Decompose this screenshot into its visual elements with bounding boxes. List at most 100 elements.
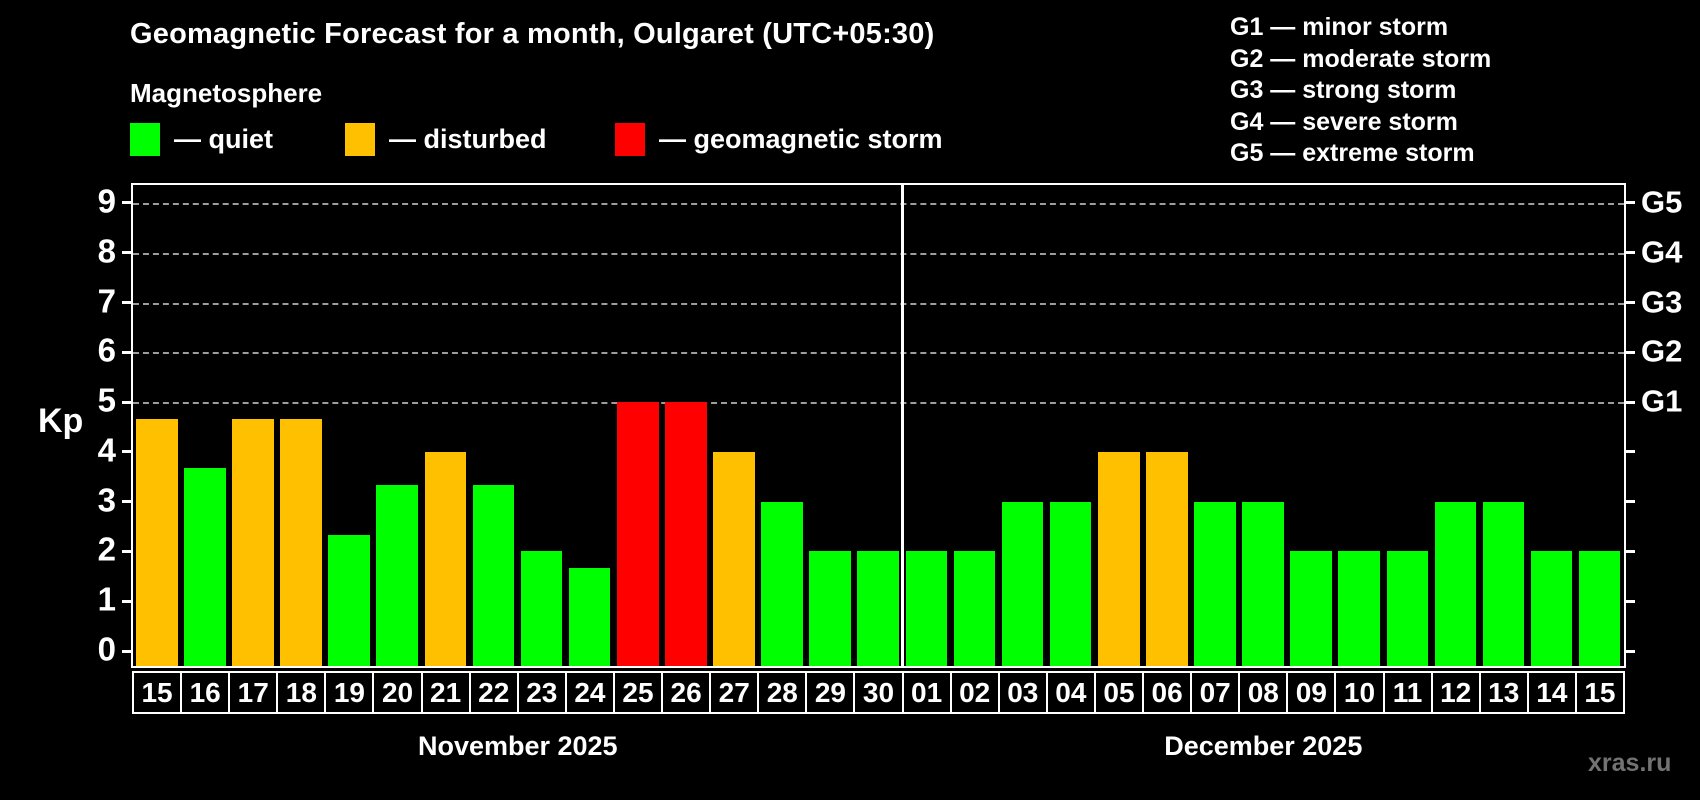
kp-bar — [761, 501, 803, 666]
quiet-color-swatch — [130, 122, 160, 156]
kp-bar — [280, 418, 322, 666]
day-label: 15 — [1574, 671, 1625, 714]
page-title: Geomagnetic Forecast for a month, Oulgar… — [130, 18, 935, 50]
day-label: 20 — [372, 671, 423, 714]
day-label: 21 — [420, 671, 471, 714]
month-divider-line — [901, 185, 905, 666]
day-label: 11 — [1382, 671, 1433, 714]
day-label: 12 — [1430, 671, 1481, 714]
day-label: 17 — [228, 671, 279, 714]
day-label: 22 — [468, 671, 519, 714]
g-axis-tick — [1626, 649, 1635, 653]
legend-item-storm: — geomagnetic storm — [615, 121, 943, 157]
g-legend-line: G5 — extreme storm — [1230, 139, 1475, 167]
kp-bar — [1001, 501, 1044, 666]
month-caption: December 2025 — [1164, 731, 1363, 761]
kp-bar — [1338, 551, 1380, 666]
kp-bar — [232, 418, 274, 666]
g-axis-label-g4: G4 — [1641, 234, 1683, 270]
kp-bar — [905, 551, 948, 666]
gridline-kp6 — [133, 352, 1624, 355]
g-axis-label-g5: G5 — [1641, 184, 1683, 220]
day-label: 15 — [132, 671, 183, 714]
day-label: 06 — [1142, 671, 1193, 714]
day-label: 14 — [1526, 671, 1577, 714]
day-label: 09 — [1286, 671, 1337, 714]
g-axis-tick — [1626, 599, 1635, 603]
day-label: 30 — [853, 671, 904, 714]
day-label: 27 — [709, 671, 760, 714]
kp-axis-label: Kp — [38, 402, 84, 440]
g-legend-line: G2 — moderate storm — [1230, 44, 1492, 73]
y-axis-tick-label: 9 — [97, 182, 116, 220]
g-legend-line: G1 — minor storm — [1230, 13, 1449, 41]
plot-area — [131, 183, 1626, 668]
kp-bar — [424, 451, 467, 666]
day-label: 13 — [1478, 671, 1529, 714]
y-axis-tick — [122, 400, 131, 404]
g-axis-tick — [1626, 450, 1635, 454]
gridline-kp5 — [133, 402, 1624, 405]
g-axis-tick — [1626, 549, 1635, 553]
day-label: 04 — [1045, 671, 1096, 714]
g-scale-legend: G1 — minor storm G2 — moderate storm G3 — … — [1230, 12, 1491, 170]
kp-bar — [1290, 551, 1332, 666]
y-axis-tick-label: 8 — [97, 232, 116, 270]
day-label: 18 — [276, 671, 327, 714]
day-label: 29 — [805, 671, 856, 714]
gridline-kp8 — [133, 252, 1624, 255]
y-axis-tick — [122, 350, 131, 354]
g-axis-tick — [1626, 301, 1635, 305]
y-axis-tick-label: 3 — [97, 481, 116, 519]
kp-bar — [1146, 451, 1188, 666]
gridline-kp9 — [133, 202, 1624, 205]
legend-item-disturbed: — disturbed — [345, 121, 547, 157]
y-axis-tick-label: 4 — [97, 431, 116, 469]
kp-bar — [472, 485, 515, 666]
day-label: 05 — [1093, 671, 1145, 714]
kp-bar — [953, 551, 996, 666]
g-legend-line: G4 — severe storm — [1230, 107, 1458, 136]
gridline-kp7 — [133, 302, 1624, 305]
kp-bar — [616, 402, 659, 666]
kp-bar — [1530, 551, 1573, 666]
y-axis-tick — [122, 599, 131, 603]
kp-bar — [1434, 501, 1477, 666]
kp-bar — [1386, 551, 1429, 666]
day-label: 23 — [516, 671, 567, 714]
y-axis-tick — [122, 301, 131, 305]
g-axis-label-g3: G3 — [1641, 283, 1683, 319]
kp-bar — [665, 402, 707, 666]
y-axis-tick — [122, 450, 131, 454]
day-label: 02 — [949, 671, 1000, 714]
legend-label-quiet: — quiet — [174, 123, 273, 154]
y-axis-tick-label: 1 — [97, 580, 116, 618]
day-label: 19 — [324, 671, 375, 714]
legend-item-quiet: — quiet — [130, 121, 273, 157]
kp-bar — [568, 567, 611, 666]
g-axis-tick — [1626, 201, 1635, 205]
legend-label-storm: — geomagnetic storm — [659, 123, 943, 154]
g-axis-tick — [1626, 251, 1635, 255]
kp-bar — [1242, 501, 1284, 666]
y-axis-tick — [122, 649, 131, 653]
day-label: 28 — [757, 671, 808, 714]
kp-bar — [376, 485, 419, 666]
y-axis-tick — [122, 500, 131, 504]
g-axis-tick — [1626, 400, 1635, 404]
y-axis-tick-label: 7 — [97, 282, 116, 320]
kp-bar — [857, 551, 900, 666]
day-label: 10 — [1334, 671, 1385, 714]
kp-bar — [809, 551, 851, 666]
kp-bar — [136, 418, 178, 666]
day-label: 25 — [612, 671, 664, 714]
y-axis-tick — [122, 251, 131, 255]
storm-color-swatch — [615, 122, 645, 156]
day-label: 24 — [564, 671, 615, 714]
y-axis-tick — [122, 201, 131, 205]
watermark: xras.ru — [1588, 749, 1672, 777]
kp-bar — [1482, 501, 1525, 666]
y-axis-tick-label: 2 — [97, 530, 116, 568]
kp-bar — [520, 551, 563, 666]
